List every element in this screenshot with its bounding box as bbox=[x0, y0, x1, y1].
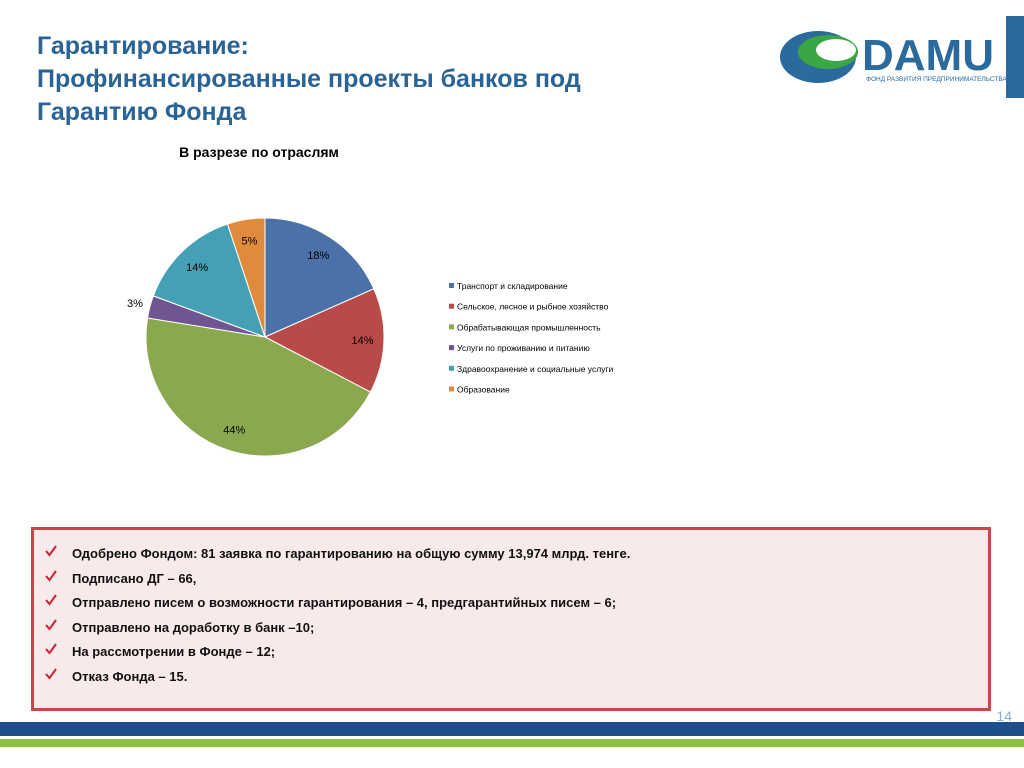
page-number: 14 bbox=[996, 708, 1012, 724]
title-line: Гарантирование: bbox=[37, 32, 249, 60]
pie-slice bbox=[145, 317, 372, 457]
footer-stripe bbox=[0, 739, 1024, 747]
legend-label: Здравоохранение и социальные услуги bbox=[457, 364, 614, 374]
data-label: 14% bbox=[186, 262, 208, 274]
bullet-text: Одобрено Фондом: 81 заявка по гарантиров… bbox=[72, 546, 631, 561]
legend-swatch bbox=[449, 345, 454, 351]
slide-title: Гарантирование: Профинансированные проект… bbox=[37, 30, 581, 129]
bullet: Отправлено писем о возможности гарантиро… bbox=[44, 594, 988, 620]
data-label: 44% bbox=[223, 425, 245, 437]
logo-bar bbox=[1006, 16, 1024, 98]
legend-label: Образование bbox=[457, 385, 510, 395]
pie-slice bbox=[264, 217, 375, 338]
summary-box: Одобрено Фондом: 81 заявка по гарантиров… bbox=[31, 527, 991, 711]
logo-mark bbox=[816, 39, 856, 61]
data-label: 3% bbox=[127, 298, 143, 310]
data-label: 14% bbox=[352, 335, 374, 347]
logo-tagline: ФОНД РАЗВИТИЯ ПРЕДПРИНИМАТЕЛЬСТВА bbox=[866, 76, 1007, 83]
logo-name: DAMU bbox=[862, 31, 994, 80]
chart-title: В разрезе по отраслям bbox=[179, 144, 339, 160]
legend-swatch bbox=[449, 365, 454, 371]
bullet: Подписано ДГ – 66, bbox=[44, 569, 988, 596]
bullet-text: Отправлено писем о возможности гарантиро… bbox=[72, 595, 617, 610]
legend-label: Транспорт и складирование bbox=[457, 281, 568, 291]
data-label: 5% bbox=[241, 236, 257, 248]
check-icon bbox=[45, 618, 57, 631]
bullet: Одобрено Фондом: 81 заявка по гарантиров… bbox=[44, 545, 988, 571]
check-icon bbox=[45, 545, 57, 557]
legend-swatch bbox=[449, 324, 454, 330]
check-icon bbox=[45, 643, 57, 655]
footer-stripe bbox=[0, 722, 1024, 736]
legend-swatch bbox=[449, 386, 454, 392]
legend-label: Сельское, лесное и рыбное хозяйство bbox=[457, 302, 609, 312]
check-icon bbox=[45, 667, 57, 680]
legend-label: Услуги по проживанию и питанию bbox=[457, 343, 590, 353]
legend-swatch bbox=[449, 283, 454, 288]
pie-slice bbox=[226, 217, 266, 338]
bullet-text: Подписано ДГ – 66, bbox=[72, 570, 197, 586]
legend-label: Обрабатывающая промышленность bbox=[457, 322, 601, 332]
legend-swatch bbox=[449, 303, 454, 309]
data-label: 18% bbox=[307, 250, 329, 262]
bullet-text: Отправлено на доработку в банк –10; bbox=[72, 619, 315, 635]
title-line: Профинансированные проекты банков под bbox=[37, 65, 581, 93]
bullet: Отказ Фонда – 15. bbox=[44, 667, 988, 694]
check-icon bbox=[45, 594, 57, 606]
pie-slice bbox=[263, 288, 385, 393]
bullet: На рассмотрении в Фонде – 12; bbox=[44, 643, 988, 669]
check-icon bbox=[45, 569, 57, 582]
title-line: Гарантию Фонда bbox=[37, 98, 247, 126]
bullet-text: На рассмотрении в Фонде – 12; bbox=[72, 644, 276, 659]
bullet: Отправлено на доработку в банк –10; bbox=[44, 618, 988, 645]
pie-slice bbox=[152, 223, 266, 338]
bullet-text: Отказ Фонда – 15. bbox=[72, 668, 188, 684]
